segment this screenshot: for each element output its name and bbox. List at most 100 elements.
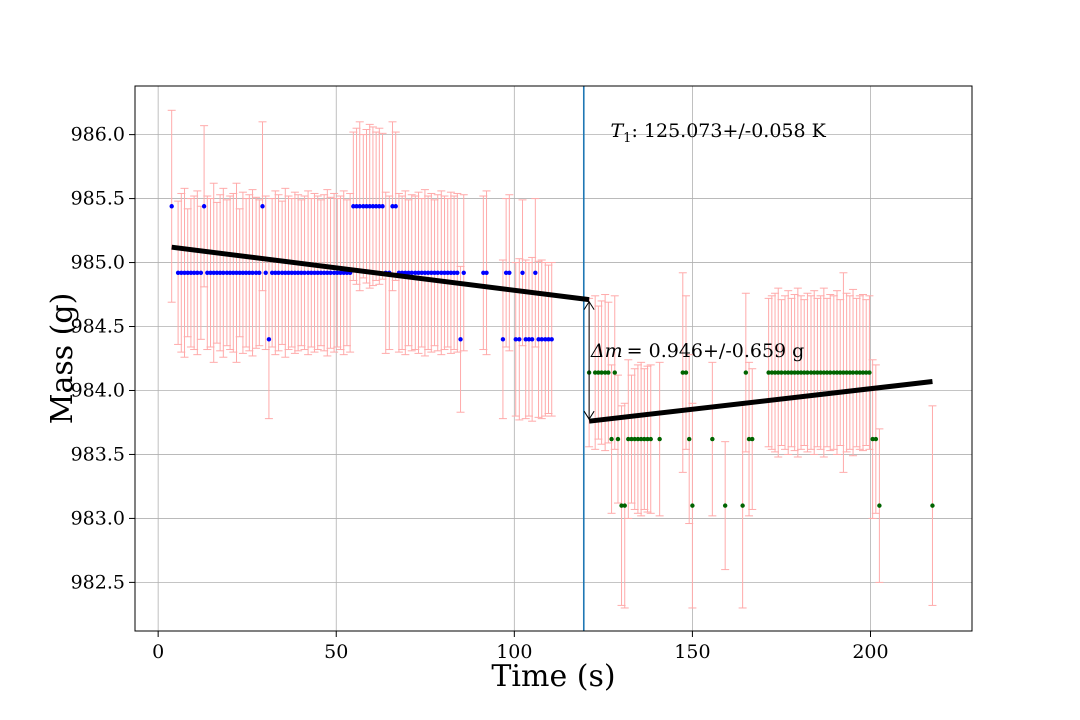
before-point	[283, 270, 288, 275]
before-point	[309, 270, 314, 275]
before-point	[295, 270, 301, 275]
before-point	[331, 270, 337, 275]
y-tick-label: 983.5	[71, 443, 125, 465]
before-point	[169, 204, 174, 209]
after-point	[772, 370, 778, 375]
before-point	[419, 270, 424, 275]
arrow-head-bottom	[583, 410, 595, 421]
before-point	[266, 337, 272, 342]
after-point	[805, 370, 810, 375]
before-point	[425, 270, 431, 275]
before-point	[500, 337, 506, 342]
after-point	[722, 503, 728, 508]
after-point	[818, 370, 823, 375]
before-point	[351, 204, 356, 209]
before-point	[448, 270, 454, 275]
t1-value: : 125.073+/-0.058 K	[631, 120, 826, 142]
after-point	[645, 436, 650, 442]
before-point	[191, 270, 197, 275]
before-point	[373, 204, 379, 209]
after-point	[596, 370, 601, 375]
before-point	[403, 270, 408, 275]
before-point	[445, 270, 450, 275]
before-point	[377, 204, 382, 209]
before-point	[416, 270, 421, 275]
before-point	[185, 270, 190, 275]
fit-lines	[171, 244, 933, 424]
before-point	[523, 337, 528, 342]
after-point	[850, 370, 856, 375]
before-point	[380, 204, 385, 209]
y-tick-label: 985.0	[71, 252, 125, 274]
before-point	[367, 204, 372, 209]
before-point	[302, 270, 307, 275]
after-point	[609, 436, 614, 442]
after-point	[615, 436, 621, 442]
before-point	[328, 270, 333, 275]
after-point	[873, 436, 879, 442]
after-point	[638, 436, 644, 442]
before-point	[393, 204, 398, 209]
after-point	[857, 370, 863, 375]
before-point	[422, 270, 428, 275]
plot-area-frame	[134, 85, 973, 632]
y-tick-label: 986.0	[71, 124, 125, 146]
before-point	[227, 270, 233, 275]
before-point	[237, 270, 242, 275]
after-point	[831, 370, 837, 375]
after-point	[746, 436, 752, 442]
before-point	[484, 270, 489, 275]
before-point	[279, 270, 285, 275]
before-point	[370, 204, 376, 209]
before-point	[253, 270, 259, 275]
before-point	[217, 270, 223, 275]
before-point	[257, 270, 262, 275]
after-point	[626, 436, 631, 442]
before-point	[507, 270, 512, 275]
after-point	[828, 370, 833, 375]
before-point	[526, 337, 532, 342]
before-point	[539, 337, 544, 342]
after-point	[815, 370, 820, 375]
before-point	[195, 270, 200, 275]
y-axis-label: Mass (g)	[45, 293, 80, 425]
before-point	[315, 270, 320, 275]
after-point	[870, 436, 875, 442]
before-point	[175, 270, 181, 275]
before-point	[517, 337, 522, 342]
after-point	[629, 436, 634, 442]
after-point	[680, 370, 685, 375]
after-point	[622, 503, 627, 508]
before-point	[247, 270, 252, 275]
t1-annotation: T1: 125.073+/-0.058 K	[610, 120, 826, 146]
after-point	[635, 436, 641, 442]
after-point	[648, 436, 653, 442]
before-point	[439, 270, 444, 275]
before-point	[536, 337, 541, 342]
after-point	[766, 370, 771, 375]
after-point	[844, 370, 849, 375]
after-point	[750, 436, 755, 442]
before-point	[533, 270, 538, 275]
after-point	[642, 436, 647, 442]
after-point	[854, 370, 859, 375]
before-point	[240, 270, 246, 275]
before-point	[520, 270, 525, 275]
before-point	[312, 270, 317, 275]
after-point	[710, 436, 715, 442]
after-point	[599, 370, 604, 375]
before-point	[549, 337, 554, 342]
before-point	[231, 270, 236, 275]
before-point	[234, 270, 239, 275]
y-tick-label: 985.5	[71, 188, 125, 210]
after-point	[592, 370, 598, 375]
before-point	[250, 270, 255, 275]
x-axis-label: Time (s)	[491, 659, 615, 694]
after-point	[782, 370, 788, 375]
before-point	[455, 270, 460, 275]
after-point	[769, 370, 775, 375]
before-point	[429, 270, 434, 275]
t1-subscript: 1	[623, 131, 631, 146]
before-point	[543, 337, 548, 342]
